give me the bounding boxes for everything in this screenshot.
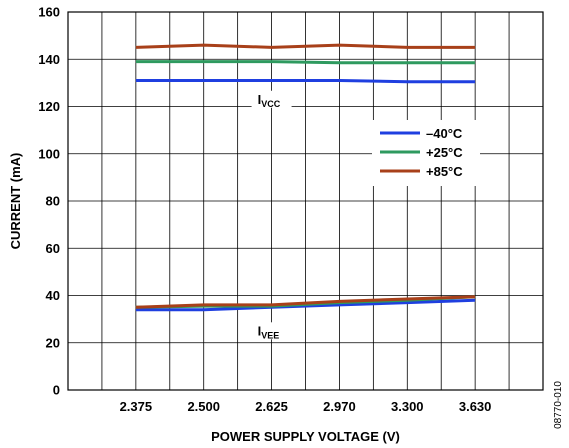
annotation-bg [251,322,292,340]
y-tick-label: 80 [46,194,60,209]
y-tick-label: 60 [46,241,60,256]
series-lines [135,43,476,312]
annotation-label-vcc: IVCC [258,92,281,109]
y-tick-label: 120 [38,99,60,114]
y-tick-label: 160 [38,5,60,20]
annotations: IVCC IVEE [251,90,292,340]
y-tick-label: 100 [38,146,60,161]
gridlines [68,12,543,390]
y-tick-label: 0 [53,383,60,398]
series-line-ivcc-0 [135,79,476,84]
plot-frame [67,11,544,391]
x-tick-label: 2.970 [323,399,356,414]
y-tick-label: 20 [46,335,60,350]
series-line-ivcc-2 [135,43,476,49]
series-line-ivcc-1 [135,60,476,65]
x-tick-labels: 2.375 2.500 2.625 2.970 3.300 3.630 [120,399,492,414]
series-line-ivee-2 [135,295,476,309]
x-tick-label: 2.375 [120,399,153,414]
legend-label: +85°C [426,164,463,179]
figure-id: 08770-010 [553,381,564,429]
legend: –40°C +25°C +85°C [372,120,480,186]
legend-label: –40°C [426,126,463,141]
x-axis-label: POWER SUPPLY VOLTAGE (V) [211,429,400,444]
x-tick-label: 2.500 [187,399,220,414]
annotation-label-vee: IVEE [258,323,280,340]
y-tick-labels: 0 20 40 60 80 100 120 140 160 [38,5,60,398]
legend-label: +25°C [426,145,463,160]
series-line-ivee-0 [135,298,476,312]
annotation-bg [251,90,292,108]
y-tick-label: 40 [46,288,60,303]
y-axis-label: CURRENT (mA) [8,153,23,250]
x-tick-label: 2.625 [255,399,288,414]
x-tick-label: 3.630 [459,399,492,414]
x-tick-label: 3.300 [391,399,424,414]
y-tick-label: 140 [38,52,60,67]
